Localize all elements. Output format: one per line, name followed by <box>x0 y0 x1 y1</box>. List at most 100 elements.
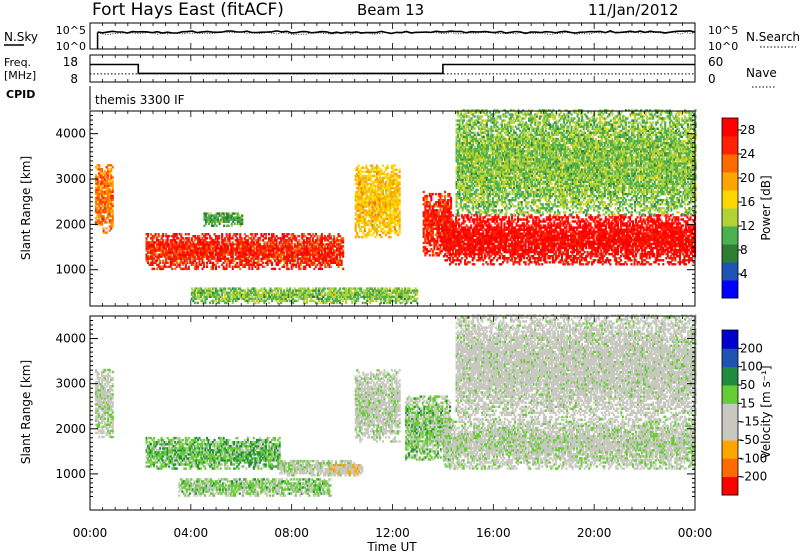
power-cells-cell-f5 <box>469 261 471 263</box>
power-cells-cell-f4 <box>450 197 452 199</box>
power-cells-cell-f4 <box>444 191 446 193</box>
noise-right-tick-top: 10^5 <box>708 24 738 37</box>
power-cells-cell-f1 <box>223 262 225 264</box>
power-cells-cell-f1 <box>232 262 234 264</box>
power-cells-cell-f5 <box>503 259 505 261</box>
power-cells-cell-f4 <box>450 199 452 201</box>
power-cells-cell-f4 <box>438 254 440 256</box>
power-cells-cell-f1 <box>176 233 178 235</box>
power-cells-cell-f1 <box>312 237 314 239</box>
power-cells-cell-f0 <box>109 229 111 231</box>
power-cells-cell-f1 <box>276 241 278 243</box>
power-cells-cell-f5 <box>590 222 592 224</box>
cpid-text: themis 3300 IF <box>95 93 185 107</box>
power-cells-cell-f1 <box>201 268 203 270</box>
power-cells-cell-f4 <box>441 195 443 197</box>
power-cells-cell-f5 <box>443 218 445 220</box>
power-cells-cell-f5 <box>593 235 595 237</box>
power-cells-cell-f1 <box>267 262 269 264</box>
power-cells-cell-f3 <box>355 228 357 230</box>
power-cells-cell-f4 <box>450 203 452 205</box>
power-cells-cell-f5 <box>444 214 446 216</box>
power-cells-cell-f5 <box>444 253 446 255</box>
power-cells-cell-f3 <box>364 228 366 230</box>
noise-left-label: N.Sky <box>4 30 38 44</box>
power-cells-cell-f5 <box>446 259 448 261</box>
power-cells-cell-f1 <box>330 266 332 268</box>
power-cells-cell-f5 <box>482 224 484 226</box>
power-cells-cell-f5 <box>470 216 472 218</box>
frequency-panel: Freq. [MHz] 18 8 60 0 Nave CPID themis 3… <box>4 55 777 110</box>
power-cells-cell-f3 <box>390 207 392 209</box>
power-cells-cell-f1 <box>206 237 208 239</box>
power-cells-cell-f0 <box>112 199 114 201</box>
power-cells-cell-f5 <box>500 224 502 226</box>
power-cells-cell-f3 <box>371 165 373 167</box>
power-cells-cell-f5 <box>565 224 567 226</box>
power-cells-cell-f1 <box>146 237 148 239</box>
power-cells-cell-f1 <box>188 268 190 270</box>
power-cells-cell-f3 <box>362 167 364 169</box>
power-cells-cell-f5 <box>503 222 505 224</box>
power-cells-cell-f3 <box>394 165 396 167</box>
power-cells-cell-f5 <box>473 255 475 257</box>
nave-tick-bottom: 0 <box>708 72 716 86</box>
power-cells-cell-f1 <box>341 262 343 264</box>
power-cells-cell-f5 <box>541 263 543 265</box>
power-cells-cell-f1 <box>304 268 306 270</box>
power-cells-cell-f5 <box>523 222 525 224</box>
power-cells-cell-f3 <box>399 181 401 183</box>
power-cells-cell-f1 <box>186 262 188 264</box>
power-cells-cell-f5 <box>591 226 593 228</box>
power-cells-cell-f3 <box>361 230 363 232</box>
power-cells-cell-f1 <box>294 235 296 237</box>
power-cells-cell-f5 <box>531 261 533 263</box>
power-cells-cell-f3 <box>382 214 384 216</box>
power-cells-cell-f3 <box>358 222 360 224</box>
freq-trace <box>90 65 695 74</box>
nave-label: Nave <box>746 66 777 80</box>
power-cells-cell-f1 <box>168 235 170 237</box>
power-cells-cell-f3 <box>396 230 398 232</box>
power-cells-cell-f1 <box>265 233 267 235</box>
power-cells-cell-f1 <box>206 262 208 264</box>
freq-tick-bottom: 8 <box>70 72 78 86</box>
power-cells-cell-f5 <box>522 239 524 241</box>
power-cells-cell-f1 <box>223 266 225 268</box>
power-cells-cell-f1 <box>265 237 267 239</box>
power-cells-cell-f5 <box>460 259 462 261</box>
power-cells-cell-f3 <box>399 218 401 220</box>
power-cells-cell-f3 <box>399 183 401 185</box>
power-cells-cell-f5 <box>458 255 460 257</box>
power-cells-cell-f5 <box>550 218 552 220</box>
power-cells-cell-f5 <box>464 220 466 222</box>
power-cells-cell-f0 <box>109 189 111 191</box>
power-cells-cell-f3 <box>368 232 370 234</box>
power-cells-cell-f2 <box>208 223 210 225</box>
power-cells-cell-f1 <box>232 237 234 239</box>
power-cells-cell-f3 <box>399 222 401 224</box>
power-cells-cell-f2 <box>234 223 236 225</box>
power-cells-cell-f0 <box>112 176 114 178</box>
power-cells-cell-f5 <box>479 259 481 261</box>
freq-label-line1: Freq. <box>4 56 31 69</box>
power-cells-cell-f1 <box>316 235 318 237</box>
power-cells-cell-f5 <box>528 220 530 222</box>
power-cells-cell-f5 <box>552 255 554 257</box>
power-cells-cell-f1 <box>194 235 196 237</box>
power-cells-cell-f5 <box>594 259 596 261</box>
power-cells-cell-f1 <box>156 268 158 270</box>
power-cells-cell-f5 <box>458 222 460 224</box>
power-cells-cell-f4 <box>450 213 452 215</box>
power-cells-cell-f5 <box>499 255 501 257</box>
power-cells-cell-f0 <box>112 209 114 211</box>
power-cells-cell-f2 <box>241 214 243 216</box>
power-cells-cell-f1 <box>294 258 296 260</box>
power-cells-cell-f1 <box>212 268 214 270</box>
power-cells-cell-f1 <box>167 262 169 264</box>
power-cells-cell-f5 <box>538 245 540 247</box>
power-cells-cell-f5 <box>514 218 516 220</box>
power-cells-cell-f1 <box>256 233 258 235</box>
power-cells-cell-f3 <box>387 167 389 169</box>
power-cells-cell-f1 <box>259 237 261 239</box>
